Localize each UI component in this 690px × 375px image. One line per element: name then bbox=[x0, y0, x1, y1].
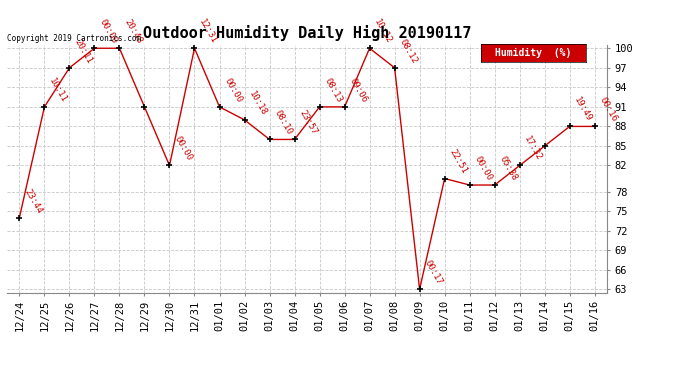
Text: Copyright 2019 Cartronics.com: Copyright 2019 Cartronics.com bbox=[7, 33, 141, 42]
Text: 00:16: 00:16 bbox=[598, 96, 619, 124]
Title: Outdoor Humidity Daily High 20190117: Outdoor Humidity Daily High 20190117 bbox=[143, 25, 471, 41]
Text: 00:00: 00:00 bbox=[97, 18, 119, 45]
Text: 00:00: 00:00 bbox=[473, 154, 493, 182]
Text: 10:12: 10:12 bbox=[373, 18, 393, 45]
Text: 08:13: 08:13 bbox=[322, 76, 344, 104]
Text: 20:11: 20:11 bbox=[72, 37, 93, 65]
Text: 00:00: 00:00 bbox=[172, 135, 193, 163]
Text: 12:31: 12:31 bbox=[197, 18, 219, 45]
Text: 08:10: 08:10 bbox=[273, 109, 293, 136]
Text: 10:18: 10:18 bbox=[247, 89, 268, 117]
Text: 20:48: 20:48 bbox=[122, 18, 144, 45]
Text: 23:44: 23:44 bbox=[22, 187, 43, 215]
Text: 23:57: 23:57 bbox=[297, 109, 319, 136]
Text: 05:38: 05:38 bbox=[497, 154, 519, 182]
Text: 09:06: 09:06 bbox=[347, 76, 368, 104]
Text: 08:12: 08:12 bbox=[397, 37, 419, 65]
Text: 22:51: 22:51 bbox=[447, 148, 469, 176]
Text: 10:11: 10:11 bbox=[47, 76, 68, 104]
Text: 17:32: 17:32 bbox=[522, 135, 544, 163]
Text: 19:49: 19:49 bbox=[573, 96, 593, 124]
Text: 00:17: 00:17 bbox=[422, 259, 444, 286]
Text: 00:00: 00:00 bbox=[222, 76, 244, 104]
